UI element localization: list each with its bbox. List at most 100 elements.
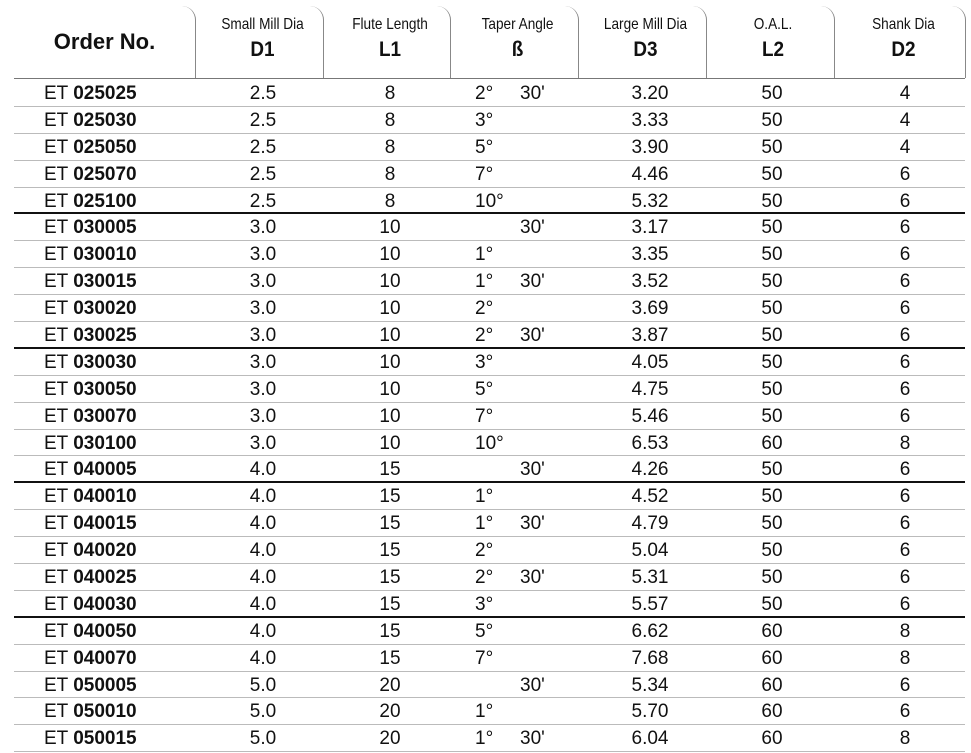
cell-l2: 50 xyxy=(761,83,783,104)
order-code: 030070 xyxy=(73,405,137,427)
cell-d1: 3.0 xyxy=(249,244,277,266)
cell-l1: 10 xyxy=(379,217,401,239)
order-number: ET 030025 xyxy=(44,325,137,347)
cell-d2: 6 xyxy=(899,351,911,373)
table-row: ET 025100 2.5 8 10° 5.32 50 6 xyxy=(14,188,965,215)
cell-deg: 5° xyxy=(475,136,494,158)
table-row: ET 050010 5.0 20 1° 5.70 60 6 xyxy=(14,698,965,726)
cell-min: 30' xyxy=(520,271,545,293)
order-number: ET 040020 xyxy=(44,540,137,562)
table-row: ET 030025 3.0 10 2° 30' 3.87 50 6 xyxy=(14,322,965,349)
cell-l2: 50 xyxy=(761,513,783,535)
order-prefix: ET xyxy=(44,405,68,427)
order-number: ET 030015 xyxy=(44,271,137,293)
order-number: ET 030010 xyxy=(44,244,137,266)
header-symbol: ß xyxy=(511,38,524,61)
cell-l2: 60 xyxy=(761,620,783,642)
cell-l2: 50 xyxy=(761,298,783,320)
cell-deg: 1° xyxy=(475,701,494,723)
order-code: 030100 xyxy=(73,432,137,454)
table-row: ET 025050 2.5 8 5° 3.90 50 4 xyxy=(14,134,965,161)
table-row: ET 040005 4.0 15 30' 4.26 50 6 xyxy=(14,456,965,484)
cell-d1: 5.0 xyxy=(249,701,277,723)
order-code: 040020 xyxy=(73,540,137,562)
cell-l2: 50 xyxy=(761,567,783,589)
order-code: 040070 xyxy=(73,647,137,669)
cell-d2: 6 xyxy=(899,298,911,320)
cell-d3: 6.04 xyxy=(631,728,669,750)
cell-l1: 15 xyxy=(379,567,401,589)
cell-l2: 50 xyxy=(761,540,783,562)
table-row: ET 040010 4.0 15 1° 4.52 50 6 xyxy=(14,483,965,511)
cell-l1: 10 xyxy=(379,378,401,400)
order-code: 030050 xyxy=(73,378,137,400)
cell-l1: 10 xyxy=(379,271,401,293)
cell-d1: 4.0 xyxy=(249,459,277,481)
cell-min: 30' xyxy=(520,674,545,696)
order-prefix: ET xyxy=(44,432,68,454)
cell-d1: 2.5 xyxy=(249,83,277,104)
cell-d2: 6 xyxy=(899,674,911,696)
cell-l1: 10 xyxy=(379,351,401,373)
order-code: 030020 xyxy=(73,298,137,320)
table-row: ET 050015 5.0 20 1° 30' 6.04 60 8 xyxy=(14,725,965,753)
table-row: ET 030070 3.0 10 7° 5.46 50 6 xyxy=(14,403,965,430)
table-row: ET 025030 2.5 8 3° 3.33 50 4 xyxy=(14,107,965,134)
cell-d2: 6 xyxy=(899,486,911,508)
order-number: ET 040015 xyxy=(44,513,137,535)
cell-l2: 50 xyxy=(761,163,783,185)
cell-l2: 60 xyxy=(761,728,783,750)
order-prefix: ET xyxy=(44,244,68,266)
order-code: 030030 xyxy=(73,351,137,373)
cell-d1: 3.0 xyxy=(249,325,277,347)
order-code: 025070 xyxy=(73,163,137,185)
cell-deg: 3° xyxy=(475,109,494,131)
cell-min: 30' xyxy=(520,728,545,750)
cell-d3: 5.34 xyxy=(631,674,669,696)
order-number: ET 040070 xyxy=(44,648,137,670)
cell-l2: 50 xyxy=(761,217,783,239)
header-label: Taper Angle xyxy=(481,16,554,33)
table-row: ET 030020 3.0 10 2° 3.69 50 6 xyxy=(14,295,965,323)
cell-deg: 10° xyxy=(475,432,504,454)
order-number: ET 030100 xyxy=(44,433,137,455)
order-code: 030015 xyxy=(73,271,137,293)
order-prefix: ET xyxy=(44,593,68,615)
cell-d3: 3.33 xyxy=(631,109,669,131)
order-prefix: ET xyxy=(44,486,68,508)
cell-l2: 60 xyxy=(761,647,783,669)
cell-deg: 1° xyxy=(475,271,494,293)
cell-d1: 4.0 xyxy=(249,486,277,508)
cell-l2: 50 xyxy=(761,325,783,347)
cell-d1: 4.0 xyxy=(249,593,277,615)
order-prefix: ET xyxy=(44,109,68,131)
cell-d3: 4.75 xyxy=(631,378,669,400)
cell-min: 30' xyxy=(520,513,545,535)
table-row: ET 040050 4.0 15 5° 6.62 60 8 xyxy=(14,618,965,645)
cell-deg: 7° xyxy=(475,163,494,185)
header-d2: Shank Dia D2 xyxy=(842,6,966,78)
order-number: ET 025025 xyxy=(44,83,137,105)
cell-l1: 8 xyxy=(384,109,396,131)
cell-d1: 3.0 xyxy=(249,298,277,320)
cell-d3: 3.69 xyxy=(631,298,669,320)
cell-d2: 6 xyxy=(899,217,911,239)
header-d3: Large Mill Dia D3 xyxy=(585,6,707,78)
cell-d2: 6 xyxy=(899,513,911,535)
cell-d1: 3.0 xyxy=(249,217,277,239)
cell-deg: 7° xyxy=(475,647,494,669)
cell-d3: 3.20 xyxy=(631,83,669,104)
order-prefix: ET xyxy=(44,325,68,347)
cell-d1: 3.0 xyxy=(249,351,277,373)
cell-l1: 8 xyxy=(384,136,396,158)
cell-d1: 3.0 xyxy=(249,432,277,454)
order-number: ET 030030 xyxy=(44,352,137,374)
order-code: 030025 xyxy=(73,325,137,347)
cell-l1: 15 xyxy=(379,459,401,481)
cell-l2: 50 xyxy=(761,190,783,212)
cell-d2: 6 xyxy=(899,593,911,615)
cell-d3: 5.31 xyxy=(631,567,669,589)
order-code: 040015 xyxy=(73,513,137,535)
cell-d3: 4.79 xyxy=(631,513,669,535)
header-divider xyxy=(14,78,965,79)
